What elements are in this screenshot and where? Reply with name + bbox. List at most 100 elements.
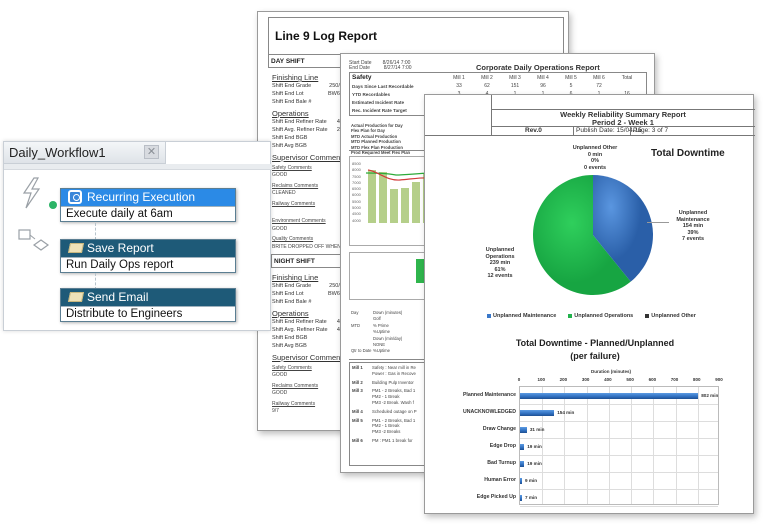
- label-line: Maintenance: [676, 216, 710, 223]
- reliability-title: Weekly Reliability Summary Report: [560, 110, 686, 119]
- row-value: Down (min/day): [373, 335, 403, 341]
- row-label: Shift End Bale #: [272, 99, 312, 105]
- y-tick: 8500: [352, 161, 361, 166]
- log-report-title-box: Line 9 Log Report: [268, 17, 564, 55]
- grid-line-h: [520, 472, 718, 473]
- operations-row: Shift Avg. Refiner Rate241: [272, 126, 346, 134]
- ops-row: Days Since Last Recordable 33 62 151 96 5 72: [352, 83, 646, 91]
- operations-heading: Operations: [272, 109, 309, 118]
- operations-row: Shift End BGB53: [272, 134, 346, 142]
- label-line: Operations: [485, 253, 515, 260]
- end-date-label: End Date: [349, 65, 370, 72]
- row-value: %Uptime: [373, 329, 390, 335]
- comment-value: 9/7: [272, 408, 279, 415]
- close-icon[interactable]: ✕: [144, 145, 159, 159]
- bar: [520, 392, 699, 399]
- row-label: Shift Avg BGB: [272, 343, 307, 349]
- row-label: Shift End Lot: [272, 291, 304, 297]
- day-shift-header: DAY SHIFT: [268, 54, 348, 68]
- row-value: 250/80: [329, 283, 346, 289]
- supervisor-comments-heading: Supervisor Comments: [272, 353, 347, 362]
- trigger-dot[interactable]: [49, 201, 57, 209]
- y-tick: 6500: [352, 186, 361, 192]
- y-tick: 5000: [352, 205, 361, 211]
- production-row: MTD Actual Production: [351, 133, 398, 139]
- end-date-value: 8/27/14 7:00: [383, 65, 412, 72]
- mill-label: Mill 2: [352, 379, 363, 385]
- label-line: Unplanned: [485, 247, 515, 253]
- row-label: YTD Recordables: [352, 92, 391, 98]
- bar: [520, 443, 525, 450]
- mill-line: PM1 - 2 Breaks, Bad 1: [372, 417, 416, 423]
- node-send-email[interactable]: Send Email Distribute to Engineers: [60, 288, 236, 322]
- pie-label-operations: Unplanned Operations 239 min 61% 12 events: [475, 247, 525, 280]
- comment-label: Railway Comments: [272, 400, 316, 407]
- column-header: Total: [621, 75, 633, 81]
- node-header: Recurring Execution: [61, 189, 235, 206]
- row-value: 250/80: [329, 83, 346, 89]
- category-label: UNACKNOWLEDGED: [462, 408, 516, 415]
- mill-note: Mill 3 PM1 - 2 Breaks, Bad 1 PM2 - 1 Break…: [352, 388, 433, 405]
- mini-bar: [390, 189, 398, 223]
- workflow-tab[interactable]: Daily_Workflow1: [4, 142, 166, 164]
- mill-line: PM2 - 1 Break: [372, 394, 400, 400]
- comment-label: Quality Comments: [272, 236, 314, 243]
- x-tick: 800: [693, 377, 701, 382]
- connector: [95, 273, 96, 290]
- mill-line: Scheduled outage on P: [372, 408, 417, 414]
- downtime-rows: Day Down (minutes) Golf MTD% Prime %Uptime Do…: [351, 310, 431, 355]
- ops-row: Estimated Incident Rate: [352, 99, 646, 107]
- row-value: Golf: [373, 316, 381, 322]
- category-label: Edge Picked Up: [476, 493, 516, 500]
- production-row: Actual Production for Day: [351, 123, 403, 128]
- y-tick: 8000: [352, 167, 361, 173]
- y-tick: 5500: [352, 198, 361, 204]
- grid-line: [631, 387, 633, 504]
- workflow-window: Daily_Workflow1 ✕ Recurring Execution Ex…: [3, 141, 272, 331]
- node-recurring-execution[interactable]: Recurring Execution Execute daily at 6am: [60, 188, 236, 222]
- row-value: 33: [456, 83, 462, 90]
- node-save-report[interactable]: Save Report Run Daily Ops report: [60, 239, 236, 273]
- x-tick: 900: [715, 377, 723, 382]
- comment-label: Railway Comments: [272, 200, 316, 207]
- bar: [520, 409, 555, 416]
- row-label: Shift End Refiner Rate: [272, 319, 327, 325]
- lightning-trigger-icon: [22, 177, 41, 209]
- rev-label: Rev.0: [525, 127, 542, 134]
- mill-lines: Safety : Near mill in Re Power : Gas in R…: [372, 365, 416, 377]
- row-label: Shift End Grade: [272, 83, 312, 89]
- finishing-line-heading: Finishing Line: [272, 73, 319, 82]
- row-value: BW641: [327, 291, 346, 297]
- downtime-row: Qtr to Date %Uptime: [351, 348, 431, 354]
- folder-icon: [67, 243, 85, 253]
- column-header: Mill 5: [565, 75, 577, 81]
- grid-line-h: [520, 506, 718, 507]
- x-tick: 100: [537, 377, 545, 382]
- node-description: Run Daily Ops report: [61, 257, 235, 272]
- mill-lines: PM : PM1 1 break for: [372, 438, 413, 444]
- mill-line: PM2 - 1 Break: [372, 423, 400, 429]
- mini-bar: [401, 188, 409, 223]
- operations-row: Shift Avg. Refiner Rate445: [272, 326, 346, 334]
- row-label: Shift End BGB: [272, 135, 308, 141]
- night-shift-header: NIGHT SHIFT: [271, 254, 351, 268]
- operations-row: Shift Avg BGB-5: [272, 142, 346, 150]
- row-label: Shift Avg. Refiner Rate: [272, 327, 328, 333]
- workflow-tab-title: Daily_Workflow1: [9, 145, 106, 160]
- legend-swatch: [568, 314, 573, 318]
- production-row: Prod Required Meet Flex Plan: [351, 150, 411, 156]
- operations-heading: Operations: [272, 309, 309, 318]
- category-label: Human Error: [484, 476, 516, 483]
- grid-line: [697, 387, 699, 504]
- row-label: Days Since Last Recordable: [352, 84, 414, 90]
- column-header: Mill 6: [593, 75, 605, 81]
- bar: [520, 477, 522, 484]
- node-header: Save Report: [61, 240, 235, 257]
- mill-label: Mill 5: [352, 417, 363, 423]
- row-value: 96: [540, 83, 546, 90]
- mill-line: PM3 -2 Break. Wash f: [372, 399, 414, 405]
- folder-icon: [67, 292, 85, 302]
- legend-item: Unplanned Operations: [568, 313, 633, 319]
- downtime-row: Golf: [351, 316, 431, 322]
- bar-chart-title: Total Downtime - Planned/Unplanned: [515, 338, 675, 348]
